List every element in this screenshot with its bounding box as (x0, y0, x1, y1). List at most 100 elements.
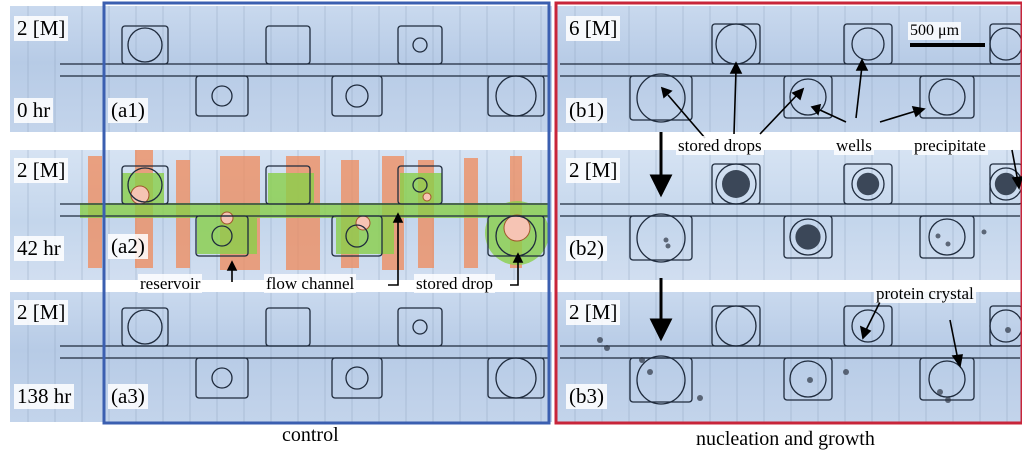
concentration-a3: 2 [M] (14, 300, 69, 325)
well (121, 25, 169, 65)
crystal-speck (937, 389, 943, 395)
well (919, 215, 975, 259)
annotation-precipitate: precipitate (912, 136, 988, 155)
well (919, 357, 975, 401)
time-a2: 42 hr (14, 236, 64, 261)
stored-drop (851, 167, 885, 201)
annotation-arrows (226, 58, 1022, 369)
stored-drop (928, 78, 966, 116)
time-a1: 0 hr (14, 98, 54, 123)
stored-drop (412, 177, 428, 193)
time-arrows (649, 132, 673, 342)
precipitate-drop (994, 172, 1018, 196)
stored-drop (211, 85, 233, 107)
stored-drop (789, 218, 827, 256)
nucleation-frame (554, 1, 1022, 425)
precipitate-speck (665, 243, 671, 249)
well (843, 305, 893, 347)
stored-drop (127, 27, 163, 63)
well (331, 75, 383, 117)
stored-drop (495, 357, 537, 399)
precipitate-drop (795, 224, 821, 250)
well (397, 307, 443, 347)
well (121, 307, 169, 347)
well (989, 23, 1022, 65)
stored-drop (345, 366, 369, 390)
precipitate-speck (663, 237, 669, 243)
well (783, 215, 833, 259)
crystal-speck (604, 345, 610, 351)
stored-drop (412, 319, 428, 335)
well (265, 25, 311, 65)
precipitate-speck (981, 229, 987, 235)
annotation-reservoir: reservoir (138, 274, 203, 293)
crystal-speck (1005, 327, 1011, 333)
control-frame (102, 1, 551, 425)
stored-drop (989, 167, 1022, 201)
well (331, 215, 383, 257)
annotation-wells: wells (834, 136, 874, 155)
crystal-speck (843, 369, 849, 375)
annotation-flow-channel: flow channel (264, 274, 357, 293)
stored-drop (789, 78, 827, 116)
stored-drop (636, 355, 686, 405)
panel-label-a1: (a1) (108, 98, 148, 123)
stored-drop (989, 309, 1022, 343)
panel-label-b3: (b3) (566, 384, 607, 409)
concentration-b2: 2 [M] (566, 158, 621, 183)
panel-label-b2: (b2) (566, 236, 607, 261)
stored-drop (715, 305, 757, 347)
well (629, 75, 693, 121)
stored-drop (928, 360, 966, 398)
annotation-stored-drop: stored drop (414, 274, 495, 293)
stored-drop (851, 309, 885, 343)
caption-control: control (282, 424, 339, 446)
well (843, 23, 893, 65)
well (629, 215, 693, 261)
precipitate-speck (935, 233, 941, 239)
concentration-a2: 2 [M] (14, 158, 69, 183)
crystal-speck (807, 377, 813, 383)
well (711, 23, 761, 65)
well (783, 75, 833, 119)
well (121, 165, 169, 205)
well (989, 305, 1022, 347)
stored-drop-overlays (130, 185, 531, 242)
panel-label-b1: (b1) (566, 98, 607, 123)
stored-drop (715, 163, 757, 205)
stored-drop (495, 215, 537, 257)
stored-drop (345, 224, 369, 248)
crystal-speck (647, 369, 653, 375)
well (629, 357, 693, 403)
stored-drop (127, 309, 163, 345)
precipitate-speck (945, 241, 951, 247)
scale-bar-label: 500 μm (908, 22, 962, 40)
concentration-b1: 6 [M] (566, 16, 621, 41)
precipitate-drop (722, 170, 750, 198)
stored-drop (211, 225, 233, 247)
strip-a3 (10, 292, 552, 422)
stored-drop (495, 75, 537, 117)
well (711, 305, 761, 347)
panel-label-a2: (a2) (108, 234, 148, 259)
stored-drop (989, 27, 1022, 61)
well (265, 307, 311, 347)
stored-drop (789, 360, 827, 398)
stored-drop (345, 84, 369, 108)
precipitate-drop (856, 172, 880, 196)
stored-drop (636, 213, 686, 263)
well (265, 165, 311, 205)
strip-a1 (10, 6, 552, 132)
stored-drop (636, 73, 686, 123)
concentration-b3: 2 [M] (566, 300, 621, 325)
stored-drop (412, 37, 428, 53)
well (331, 357, 383, 399)
well (397, 25, 443, 65)
well (843, 163, 893, 205)
well (195, 357, 249, 399)
stored-drop (851, 27, 885, 61)
well (397, 165, 443, 205)
well (919, 75, 975, 119)
crystal-speck (697, 395, 703, 401)
well (195, 215, 249, 257)
